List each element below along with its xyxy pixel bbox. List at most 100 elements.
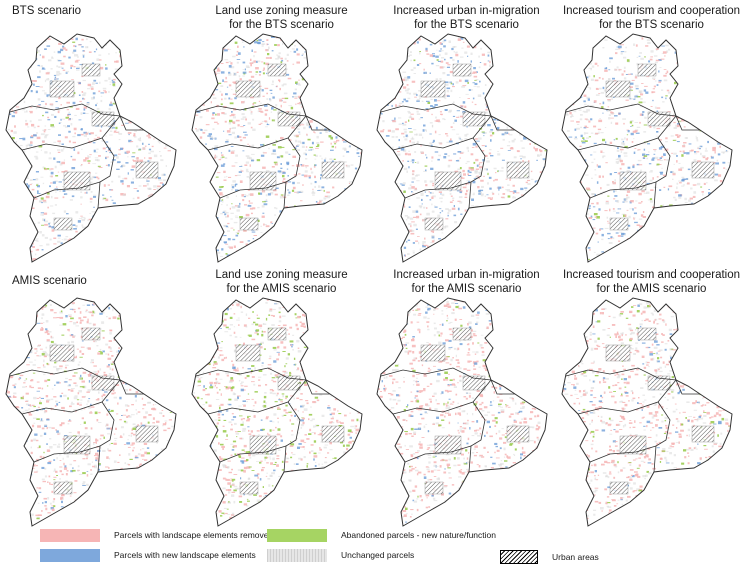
parcel — [347, 113, 349, 116]
parcel — [153, 154, 158, 158]
parcel — [544, 214, 546, 216]
parcel — [334, 110, 337, 112]
parcel — [88, 249, 92, 250]
parcel — [517, 228, 520, 230]
parcel — [292, 96, 296, 98]
parcel — [197, 247, 199, 250]
parcel — [388, 178, 391, 181]
parcel — [304, 165, 309, 167]
parcel — [308, 210, 312, 213]
parcel — [110, 189, 114, 191]
parcel — [37, 193, 41, 194]
parcel — [438, 254, 441, 257]
parcel — [621, 73, 624, 76]
parcel — [29, 120, 32, 123]
parcel — [264, 126, 268, 128]
parcel — [85, 228, 88, 231]
parcel — [645, 225, 648, 228]
parcel — [728, 105, 731, 108]
parcel — [698, 95, 701, 97]
parcel — [231, 150, 236, 152]
parcel — [294, 97, 298, 99]
parcel — [510, 125, 513, 127]
parcel — [243, 229, 247, 232]
parcel — [236, 71, 239, 73]
parcel — [330, 137, 333, 140]
parcel — [342, 257, 345, 259]
parcel — [316, 142, 320, 145]
parcel — [71, 167, 76, 170]
parcel — [9, 204, 11, 206]
parcel — [480, 194, 484, 197]
parcel — [602, 175, 604, 178]
parcel — [136, 242, 140, 245]
parcel — [76, 59, 80, 61]
parcel — [701, 191, 704, 193]
parcel — [96, 148, 99, 150]
parcel — [44, 220, 48, 223]
parcel — [519, 129, 523, 130]
parcel — [686, 61, 689, 64]
parcel — [471, 215, 475, 218]
parcel — [6, 135, 9, 138]
parcel — [542, 97, 544, 99]
parcel — [716, 159, 719, 162]
parcel — [154, 252, 157, 255]
parcel — [173, 210, 176, 213]
parcel — [227, 245, 230, 248]
parcel — [698, 65, 701, 69]
parcel — [381, 203, 385, 205]
parcel — [490, 155, 494, 157]
parcel — [139, 136, 141, 139]
parcel — [70, 155, 73, 158]
parcel — [58, 66, 60, 68]
parcel — [239, 166, 243, 167]
parcel — [262, 95, 265, 97]
parcel — [328, 92, 332, 95]
parcel — [344, 119, 347, 122]
parcel — [225, 76, 227, 80]
parcel — [662, 204, 665, 207]
parcel — [296, 82, 301, 85]
parcel — [562, 46, 564, 48]
parcel — [153, 127, 158, 130]
parcel — [168, 69, 170, 72]
parcel — [157, 103, 160, 105]
parcel — [250, 126, 253, 129]
parcel — [576, 47, 579, 51]
parcel — [661, 167, 663, 169]
parcel — [339, 160, 343, 162]
parcel — [77, 151, 80, 155]
parcel — [426, 207, 428, 209]
parcel — [383, 88, 387, 90]
parcel — [604, 69, 608, 72]
parcel — [423, 124, 426, 127]
parcel — [520, 140, 523, 142]
parcel — [339, 237, 343, 239]
parcel — [62, 196, 65, 199]
parcel — [605, 200, 609, 202]
parcel — [103, 36, 107, 39]
parcel — [229, 102, 234, 105]
parcel — [473, 71, 477, 74]
parcel — [208, 53, 210, 55]
parcel — [339, 120, 341, 123]
parcel — [336, 254, 339, 257]
parcel — [45, 78, 50, 81]
parcel — [490, 129, 494, 131]
parcel — [135, 50, 139, 52]
parcel — [11, 99, 14, 102]
parcel — [222, 40, 225, 43]
parcel — [124, 246, 128, 249]
parcel — [169, 60, 173, 62]
parcel — [520, 61, 524, 63]
parcel — [567, 51, 571, 53]
map-title: Increased urban in-migration for the BTS… — [393, 5, 540, 31]
parcel — [120, 180, 124, 183]
parcel — [9, 212, 11, 214]
parcel — [139, 129, 142, 130]
parcel — [41, 202, 43, 204]
parcel — [210, 59, 214, 62]
parcel — [275, 187, 279, 189]
parcel — [235, 183, 238, 186]
